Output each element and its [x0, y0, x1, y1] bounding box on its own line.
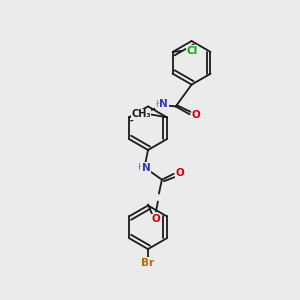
Text: N: N: [142, 163, 150, 173]
Text: O: O: [152, 214, 160, 224]
Text: O: O: [175, 168, 184, 178]
Text: Br: Br: [142, 258, 154, 268]
Text: O: O: [191, 110, 200, 120]
Text: H: H: [137, 163, 143, 172]
Text: CH₃: CH₃: [131, 109, 151, 119]
Text: N: N: [160, 99, 168, 110]
Text: O: O: [141, 109, 149, 119]
Text: H: H: [155, 100, 162, 109]
Text: Cl: Cl: [187, 46, 198, 56]
